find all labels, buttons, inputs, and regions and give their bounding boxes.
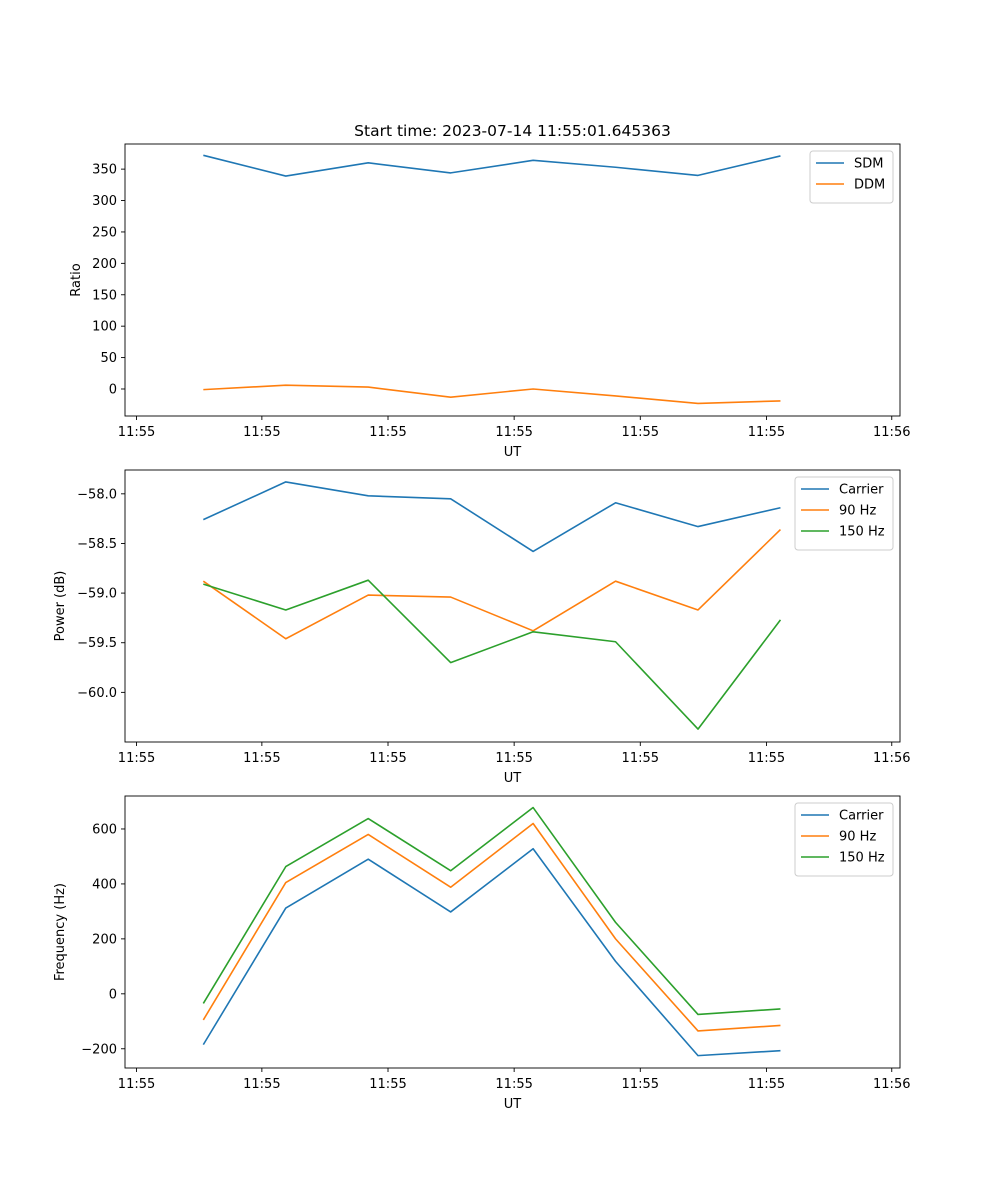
axes-frame bbox=[124, 469, 901, 743]
x-tick-label: 11:56 bbox=[873, 425, 910, 440]
chart-panel-3: 11:55 11:55 11:55 11:55 11:55 11:55 11:56 −200 0… bbox=[53, 795, 910, 1112]
y-tick-label: 250 bbox=[92, 225, 117, 240]
series-line-ddm bbox=[203, 384, 781, 405]
series-line-150-hz bbox=[203, 579, 782, 730]
x-tick-label: 11:55 bbox=[118, 1077, 155, 1092]
legend-label: 90 Hz bbox=[839, 504, 876, 519]
x-tick-label: 11:55 bbox=[495, 425, 532, 440]
y-axis-label: Power (dB) bbox=[53, 571, 68, 642]
y-tick-label: 50 bbox=[100, 351, 117, 366]
series-line-90-hz bbox=[202, 822, 781, 1032]
x-tick-label: 11:56 bbox=[873, 1077, 910, 1092]
x-tick-label: 11:55 bbox=[369, 425, 406, 440]
x-tick-label: 11:55 bbox=[495, 751, 532, 766]
x-tick-label: 11:55 bbox=[369, 751, 406, 766]
y-tick-label: 300 bbox=[92, 194, 117, 209]
chart-title: Start time: 2023-07-14 11:55:01.645363 bbox=[354, 122, 671, 140]
x-tick-label: 11:55 bbox=[118, 425, 155, 440]
x-tick-label: 11:55 bbox=[243, 425, 280, 440]
legend: Carrier 90 Hz 150 Hz bbox=[794, 802, 894, 877]
x-tick-label: 11:55 bbox=[748, 425, 785, 440]
y-tick-label: 100 bbox=[92, 320, 117, 335]
series-line-150-hz bbox=[202, 806, 781, 1016]
x-axis-label: UT bbox=[504, 445, 522, 460]
x-tick-label: 11:55 bbox=[495, 1077, 532, 1092]
x-tick-label: 11:55 bbox=[622, 1077, 659, 1092]
x-tick-label: 11:55 bbox=[118, 751, 155, 766]
y-tick-label: 600 bbox=[92, 822, 117, 837]
legend-label: DDM bbox=[854, 178, 885, 193]
series-line-carrier bbox=[202, 481, 781, 553]
x-tick-label: 11:55 bbox=[622, 751, 659, 766]
series-line-sdm bbox=[203, 154, 781, 177]
chart-panel-2: 11:55 11:55 11:55 11:55 11:55 11:55 11:56 −58.0… bbox=[53, 469, 910, 786]
x-tick-label: 11:55 bbox=[622, 425, 659, 440]
legend-label: Carrier bbox=[839, 483, 884, 498]
y-tick-label: 400 bbox=[92, 877, 117, 892]
x-tick-label: 11:56 bbox=[873, 751, 910, 766]
legend: SDM DDM bbox=[809, 150, 894, 204]
legend-label: Carrier bbox=[839, 809, 884, 824]
y-tick-label: 150 bbox=[92, 288, 117, 303]
series-line-90-hz bbox=[202, 528, 782, 640]
y-tick-label: 0 bbox=[109, 987, 117, 1002]
x-axis-label: UT bbox=[504, 771, 522, 786]
y-tick-label: −58.5 bbox=[77, 537, 117, 552]
chart-panel-1: 11:55 11:55 11:55 11:55 11:55 11:55 11:56 0 50 10… bbox=[69, 122, 910, 460]
axes-frame bbox=[124, 143, 901, 417]
y-tick-label: 0 bbox=[109, 382, 117, 397]
y-tick-label: 350 bbox=[92, 163, 117, 178]
y-tick-label: −60.0 bbox=[77, 686, 117, 701]
legend-label: 150 Hz bbox=[839, 525, 885, 540]
legend-label: 90 Hz bbox=[839, 830, 876, 845]
y-axis-label: Frequency (Hz) bbox=[53, 883, 68, 981]
y-tick-label: −200 bbox=[81, 1042, 117, 1057]
axes-frame bbox=[124, 795, 901, 1069]
x-tick-label: 11:55 bbox=[243, 751, 280, 766]
y-tick-label: −59.0 bbox=[77, 587, 117, 602]
legend-label: SDM bbox=[854, 157, 883, 172]
x-tick-label: 11:55 bbox=[369, 1077, 406, 1092]
y-tick-label: 200 bbox=[92, 257, 117, 272]
y-tick-label: −59.5 bbox=[77, 636, 117, 651]
legend-label: 150 Hz bbox=[839, 851, 885, 866]
legend-frame bbox=[809, 150, 894, 204]
x-tick-label: 11:55 bbox=[748, 751, 785, 766]
legend: Carrier 90 Hz 150 Hz bbox=[794, 476, 894, 551]
y-tick-label: −58.0 bbox=[77, 487, 117, 502]
series-line-carrier bbox=[202, 847, 781, 1057]
y-tick-label: 200 bbox=[92, 932, 117, 947]
x-tick-label: 11:55 bbox=[243, 1077, 280, 1092]
y-axis-label: Ratio bbox=[69, 263, 84, 296]
x-axis-label: UT bbox=[504, 1097, 522, 1112]
x-tick-label: 11:55 bbox=[748, 1077, 785, 1092]
